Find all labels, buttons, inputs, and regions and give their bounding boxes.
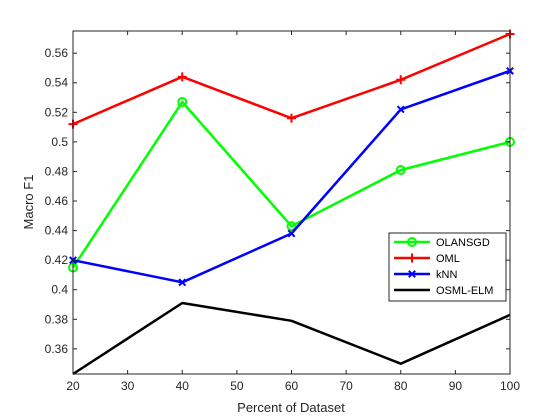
x-tick-label: 100 [500, 379, 520, 393]
y-tick-label: 0.38 [45, 312, 69, 326]
legend-marker-knn [408, 270, 416, 278]
legend-label-knn: kNN [436, 269, 457, 281]
data-point-olansgd [177, 96, 188, 107]
data-point-knn [287, 229, 296, 238]
series-osml-elm [72, 301, 511, 376]
y-tick-label: 0.5 [51, 135, 68, 149]
data-point-olansgd [286, 221, 297, 232]
x-tick-label: 80 [394, 379, 408, 393]
legend-item-olansgd: OLANSGD [394, 237, 490, 249]
x-axis-title: Percent of Dataset [237, 400, 345, 415]
legend-item-knn: kNN [394, 269, 457, 281]
data-point-oml [287, 113, 296, 123]
data-point-oml [177, 72, 187, 82]
x-tick-label: 90 [449, 379, 463, 393]
y-tick-label: 0.48 [45, 164, 69, 178]
plot-area [73, 31, 510, 374]
data-point-oml [396, 75, 406, 85]
data-point-knn [178, 278, 187, 287]
series-line-olansgd [71, 100, 511, 269]
y-tick-label: 0.52 [45, 105, 69, 119]
series-layer [68, 29, 515, 376]
y-tick-label: 0.36 [45, 342, 69, 356]
data-point-knn [396, 105, 405, 114]
series-line-osml-elm [72, 301, 511, 376]
data-point-olansgd [395, 164, 406, 175]
legend-item-oml: OML [394, 253, 460, 265]
y-tick-label: 0.4 [51, 283, 68, 297]
ticks-layer: 20 30 40 50 60 70 80 90 100 0.36 0.38 0.4 0.42 0.44 0.… [45, 31, 520, 393]
x-tick-label: 30 [121, 379, 135, 393]
legend-item-osml-elm: OSML-ELM [394, 285, 493, 297]
y-tick-label: 0.42 [45, 253, 69, 267]
legend-marker-oml [407, 253, 417, 263]
x-tick-label: 20 [66, 379, 80, 393]
legend-label-oml: OML [436, 253, 460, 265]
legend-label-olansgd: OLANSGD [436, 237, 490, 249]
x-tick-label: 70 [339, 379, 353, 393]
y-tick-label: 0.54 [45, 76, 69, 90]
x-tick-label: 40 [176, 379, 190, 393]
x-tick-label: 50 [230, 379, 244, 393]
y-tick-label: 0.46 [45, 194, 69, 208]
y-tick-label: 0.56 [45, 46, 69, 60]
y-tick-label: 0.44 [45, 224, 69, 238]
legend-label-osml-elm: OSML-ELM [436, 285, 493, 297]
legend: OLANSGD OML kNN OSML-ELM [388, 232, 507, 302]
x-tick-label: 60 [285, 379, 299, 393]
legend-marker-olansgd [407, 237, 417, 247]
y-axis-title: Macro F1 [21, 175, 36, 230]
